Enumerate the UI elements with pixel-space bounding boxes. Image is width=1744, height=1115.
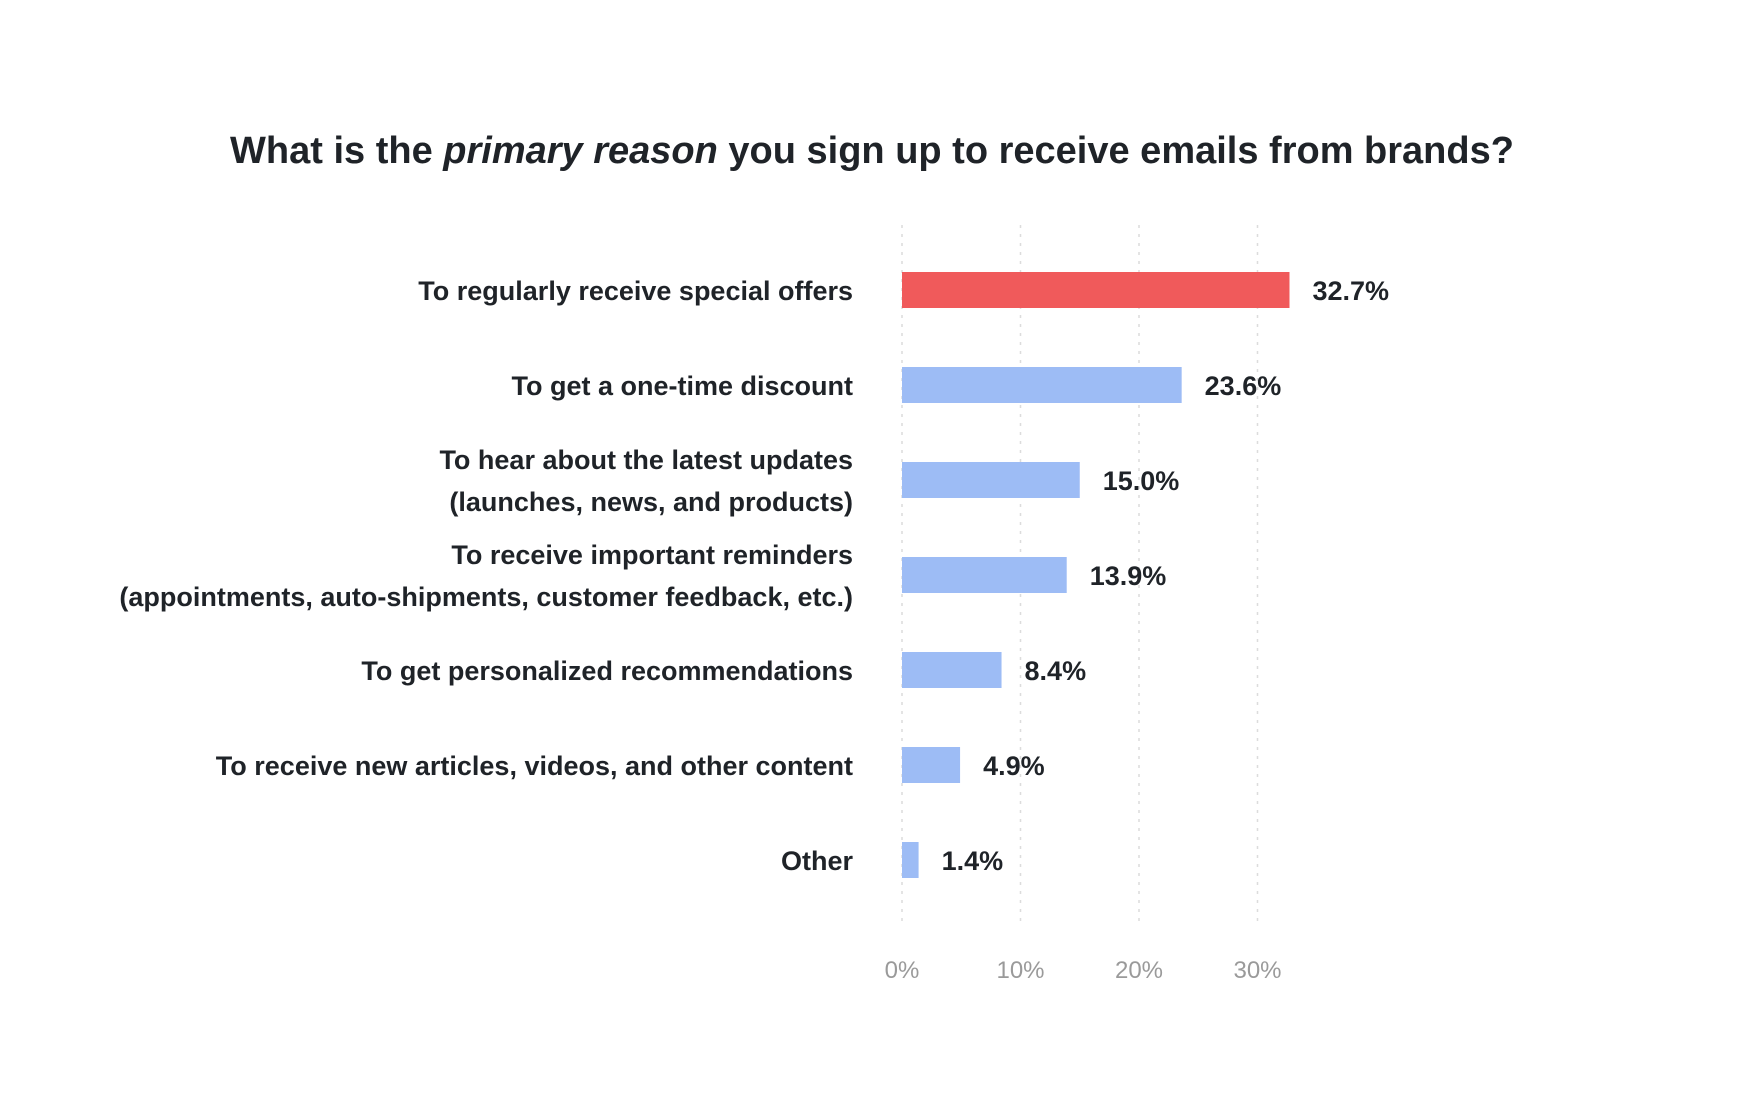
- x-axis-ticks: 0% 10% 20% 30%: [885, 957, 1282, 984]
- value-label-5: 8.4%: [1025, 656, 1087, 686]
- bars: [902, 272, 1290, 878]
- value-label-2: 23.6%: [1205, 371, 1282, 401]
- bar-2: [902, 367, 1182, 403]
- bar-7: [902, 842, 919, 878]
- category-label-4-line-1: To receive important reminders: [451, 540, 853, 570]
- value-label-3: 15.0%: [1103, 466, 1180, 496]
- value-labels: 32.7% 23.6% 15.0% 13.9% 8.4% 4.9% 1.4%: [942, 276, 1389, 876]
- value-label-1: 32.7%: [1312, 276, 1389, 306]
- category-label-5: To get personalized recommendations: [361, 656, 853, 686]
- x-tick-label-10: 10%: [996, 957, 1044, 984]
- x-tick-label-20: 20%: [1115, 957, 1163, 984]
- chart-title-before: What is the: [230, 130, 444, 172]
- category-label-3-line-1: To hear about the latest updates: [439, 445, 853, 475]
- category-label-4-line-2: (appointments, auto-shipments, customer …: [119, 582, 853, 612]
- value-label-6: 4.9%: [983, 751, 1045, 781]
- bar-4: [902, 557, 1067, 593]
- chart-title-emphasis: primary reason: [443, 130, 718, 172]
- chart-title-after: you sign up to receive emails from brand…: [717, 130, 1514, 172]
- category-label-6: To receive new articles, videos, and oth…: [216, 751, 853, 781]
- category-labels: To regularly receive special offers To ge…: [119, 276, 853, 876]
- bar-3: [902, 462, 1080, 498]
- category-label-2: To get a one-time discount: [511, 371, 853, 401]
- value-label-4: 13.9%: [1090, 561, 1167, 591]
- value-label-7: 1.4%: [942, 846, 1004, 876]
- x-tick-label-30: 30%: [1233, 957, 1281, 984]
- category-label-7: Other: [781, 846, 854, 876]
- category-label-3-line-2: (launches, news, and products): [449, 487, 853, 517]
- bar-1: [902, 272, 1290, 308]
- bar-5: [902, 652, 1002, 688]
- x-tick-label-0: 0%: [885, 957, 920, 984]
- category-label-3: To hear about the latest updates (launche…: [439, 445, 853, 517]
- chart-title: What is the primary reason you sign up t…: [0, 130, 1744, 173]
- category-label-4: To receive important reminders (appointme…: [119, 540, 853, 612]
- category-label-1: To regularly receive special offers: [418, 276, 853, 306]
- bar-6: [902, 747, 961, 783]
